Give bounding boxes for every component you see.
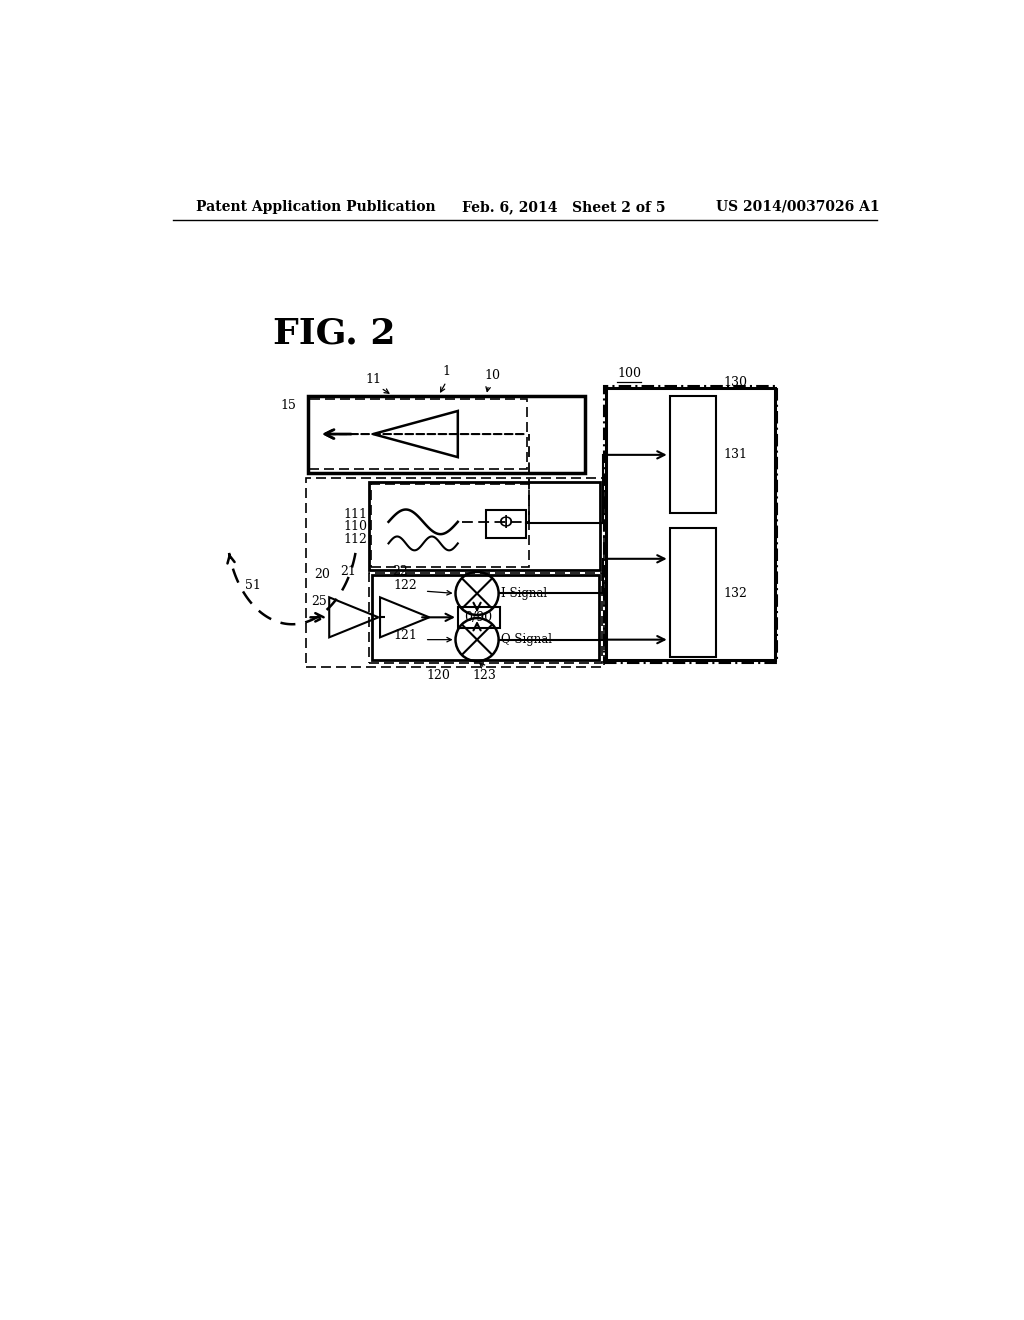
Text: 100: 100 [617, 367, 641, 380]
Bar [370, 573, 602, 663]
Bar [371, 484, 529, 566]
Text: 15: 15 [281, 399, 296, 412]
Text: 122: 122 [393, 579, 417, 593]
Text: 130: 130 [724, 376, 748, 389]
Text: 20: 20 [313, 568, 330, 581]
Bar [458, 607, 500, 628]
Text: 21: 21 [340, 565, 355, 578]
Bar [306, 478, 604, 667]
Text: FIG. 2: FIG. 2 [273, 317, 395, 350]
Text: Feb. 6, 2014   Sheet 2 of 5: Feb. 6, 2014 Sheet 2 of 5 [462, 199, 666, 214]
Text: I Signal: I Signal [501, 587, 547, 601]
Text: 120: 120 [427, 669, 451, 682]
Text: Q Signal: Q Signal [501, 634, 552, 647]
Text: 121: 121 [393, 630, 417, 643]
Bar [370, 482, 600, 570]
Text: 1: 1 [442, 364, 451, 378]
Bar [670, 396, 716, 512]
Text: 123: 123 [473, 669, 497, 682]
Bar [307, 396, 585, 473]
Text: 11: 11 [366, 372, 381, 385]
Text: US 2014/0037026 A1: US 2014/0037026 A1 [716, 199, 880, 214]
Text: 131: 131 [724, 449, 748, 462]
Bar [606, 388, 775, 660]
Bar [604, 385, 777, 663]
Text: 25: 25 [310, 594, 327, 607]
Text: 112: 112 [344, 533, 368, 546]
Text: 110: 110 [344, 520, 368, 533]
Bar [372, 576, 599, 660]
Bar [309, 399, 527, 470]
Bar [670, 528, 716, 657]
Text: 111: 111 [344, 508, 368, 520]
Text: 0/90: 0/90 [465, 611, 493, 624]
Text: 22: 22 [392, 565, 408, 578]
Text: 132: 132 [724, 587, 748, 601]
Bar [486, 510, 525, 539]
Text: $\Phi$: $\Phi$ [498, 515, 513, 532]
Text: 51: 51 [245, 579, 260, 593]
Text: 10: 10 [484, 368, 501, 381]
Text: Patent Application Publication: Patent Application Publication [196, 199, 435, 214]
